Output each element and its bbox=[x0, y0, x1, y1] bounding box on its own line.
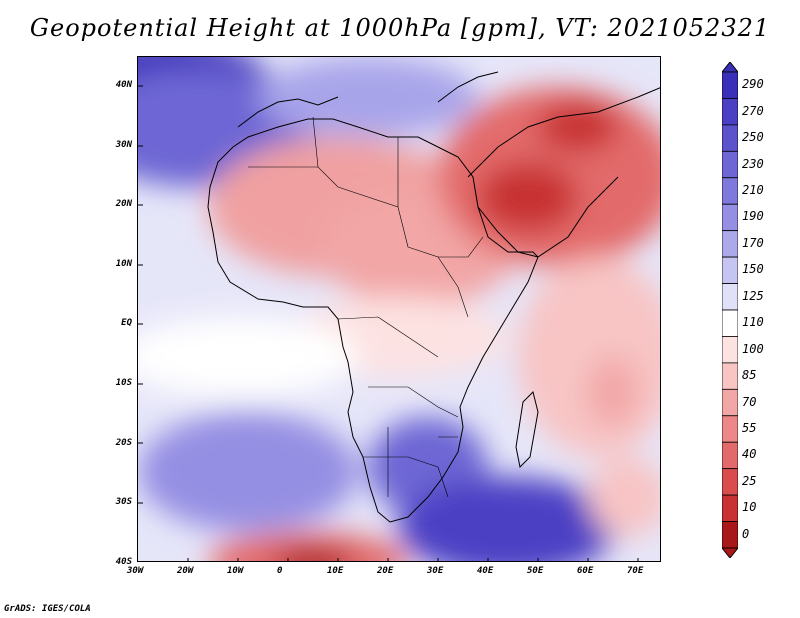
country-borders bbox=[248, 116, 484, 498]
map-panel bbox=[137, 56, 661, 562]
colorbar-level-label: 100 bbox=[742, 341, 764, 356]
colorbar-swatch bbox=[722, 71, 738, 99]
lon-tick-label: 10W bbox=[227, 566, 244, 576]
lon-tick-label: 20W bbox=[177, 566, 194, 576]
colorbar-level-label: 85 bbox=[742, 368, 757, 383]
colorbar-level-label: 170 bbox=[742, 235, 764, 250]
colorbar-level-label: 190 bbox=[742, 209, 764, 224]
colorbar-level-label: 110 bbox=[742, 315, 764, 330]
colorbar-swatch bbox=[722, 468, 738, 496]
colorbar-bottom-arrow bbox=[722, 547, 738, 558]
colorbar-level-label: 40 bbox=[742, 447, 757, 462]
lat-tick-label: 20N bbox=[115, 199, 132, 210]
colorbar-swatch bbox=[722, 283, 738, 311]
lon-tick-label: 30E bbox=[427, 566, 444, 576]
lat-tick-label: EQ bbox=[121, 318, 132, 329]
colorbar-swatch bbox=[722, 415, 738, 443]
colorbar-level-label: 25 bbox=[742, 473, 757, 488]
colorbar-swatch bbox=[722, 230, 738, 258]
lat-tick-label: 30S bbox=[115, 497, 132, 508]
lon-tick-label: 40E bbox=[477, 566, 494, 576]
lon-tick-label: 60E bbox=[577, 566, 594, 576]
colorbar-swatch bbox=[722, 494, 738, 522]
colorbar-level-label: 0 bbox=[742, 526, 750, 541]
colorbar-swatch bbox=[722, 256, 738, 284]
colorbar-top-arrow bbox=[722, 62, 738, 73]
lat-tick-label: 10N bbox=[115, 258, 132, 269]
colorbar-level-label: 125 bbox=[742, 288, 764, 303]
colorbar-swatch bbox=[722, 203, 738, 232]
colorbar-level-label: 270 bbox=[742, 103, 764, 118]
lon-tick-label: 10E bbox=[327, 566, 344, 576]
colorbar-level-label: 250 bbox=[742, 130, 764, 145]
colorbar-swatch bbox=[722, 441, 738, 470]
colorbar-level-label: 55 bbox=[742, 421, 757, 435]
lat-tick-label: 10S bbox=[115, 378, 132, 388]
colorbar-swatch bbox=[722, 388, 738, 417]
field-shading bbox=[138, 57, 660, 561]
colorbar-swatch bbox=[722, 521, 738, 549]
lat-tick-label: 40N bbox=[115, 80, 132, 90]
chart-title: Geopotential Height at 1000hPa [gpm], VT… bbox=[29, 14, 771, 42]
colorbar-level-label: 290 bbox=[742, 77, 764, 92]
colorbar-swatch bbox=[722, 98, 738, 126]
height-field-map bbox=[138, 57, 660, 561]
lat-tick-label: 20S bbox=[115, 437, 132, 448]
colorbar-level-label: 70 bbox=[742, 394, 757, 409]
colorbar-swatch bbox=[722, 177, 738, 205]
lon-tick-label: 0 bbox=[277, 566, 283, 576]
lat-tick-label: 30N bbox=[115, 139, 132, 150]
colorbar-swatch bbox=[722, 150, 738, 179]
colorbar-swatch bbox=[722, 362, 738, 390]
colorbar-level-label: 210 bbox=[742, 183, 764, 197]
lon-tick-label: 70E bbox=[627, 566, 644, 576]
tick-marks bbox=[138, 85, 639, 561]
lon-tick-label: 20E bbox=[377, 566, 394, 576]
colorbar-swatch bbox=[722, 124, 738, 152]
grads-credit: GrADS: IGES/COLA bbox=[4, 604, 91, 614]
colorbar-level-label: 230 bbox=[742, 156, 764, 171]
colorbar-level-label: 150 bbox=[742, 262, 764, 277]
lon-tick-label: 50E bbox=[527, 566, 544, 576]
colorbar-level-label: 10 bbox=[742, 500, 757, 515]
colorbar-swatch bbox=[722, 309, 738, 337]
lon-tick-label: 30W bbox=[127, 566, 144, 576]
colorbar bbox=[722, 62, 738, 558]
colorbar-swatch bbox=[722, 336, 738, 364]
coastlines bbox=[207, 71, 660, 523]
lat-tick-label: 40S bbox=[115, 556, 132, 567]
